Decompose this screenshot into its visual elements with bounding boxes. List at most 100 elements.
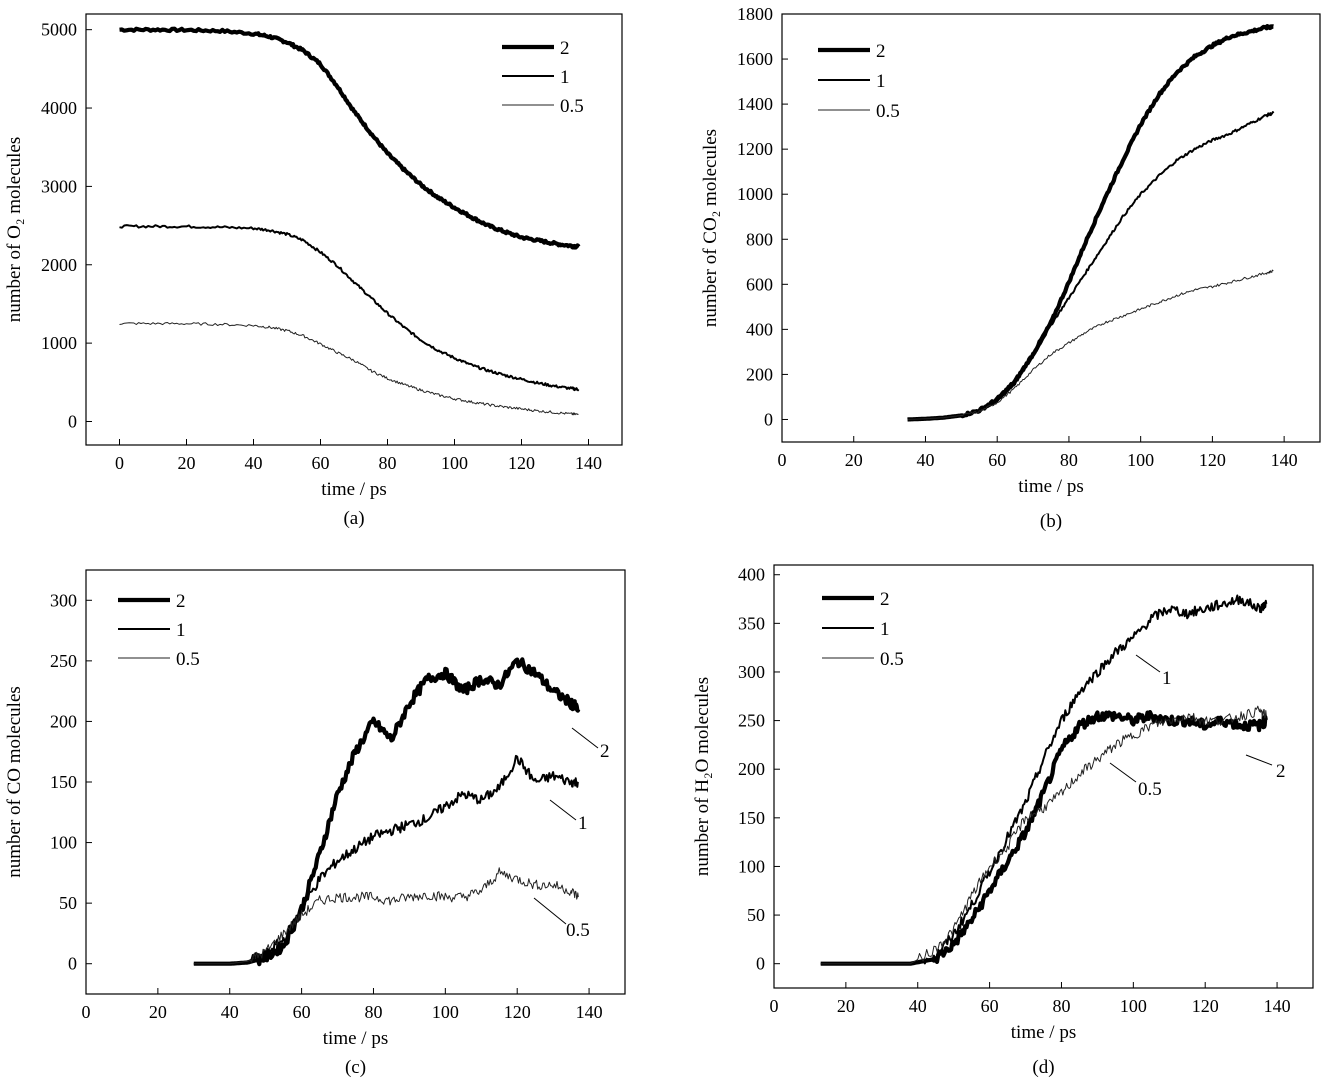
y-tick-label: 1400 [737, 94, 773, 114]
y-axis-label: number of H₂O molecules [692, 677, 713, 876]
y-tick-label: 150 [50, 772, 77, 792]
x-tick-label: 40 [916, 450, 934, 470]
y-tick-label: 400 [746, 319, 773, 339]
panel-a: 0 20 40 60 80 100 120 140 0 1000 2000 3000 4000 5000 t… [4, 13, 623, 529]
annotation-leader [1109, 762, 1137, 783]
annotation-label: 1 [578, 813, 588, 834]
panel-c: 0 20 40 60 80 100 120 140 0 50 100 150 200 250 300 time… [4, 569, 626, 1078]
x-tick-label: 40 [221, 1002, 239, 1022]
panel-label: (a) [343, 508, 364, 529]
y-tick-label: 100 [50, 833, 77, 853]
series-line-0.5 [119, 322, 579, 416]
series-line-2 [193, 657, 581, 967]
x-tick-label: 100 [1127, 450, 1154, 470]
legend-label: 1 [176, 620, 186, 641]
x-tick-label: 60 [981, 996, 999, 1016]
y-tick-label: 400 [738, 565, 765, 585]
y-tick-label: 250 [738, 711, 765, 731]
x-tick-label: 0 [770, 996, 779, 1016]
y-tick-label: 300 [50, 590, 77, 610]
x-tick-label: 140 [1264, 996, 1291, 1016]
panel-d: 0 20 40 60 80 100 120 140 0 50 100 150 200 250 300 350 4… [692, 564, 1314, 1078]
y-tick-label: 250 [50, 651, 77, 671]
y-tick-label: 800 [746, 229, 773, 249]
series-line-1 [820, 594, 1268, 965]
series-line-1 [907, 111, 1275, 421]
y-tick-label: 1800 [737, 4, 773, 24]
x-tick-label: 60 [988, 450, 1006, 470]
y-tick-label: 200 [50, 711, 77, 731]
y-tick-label: 4000 [41, 98, 77, 118]
series-line-2 [906, 24, 1275, 422]
series-line-0.5 [820, 705, 1267, 965]
y-tick-label: 1600 [737, 49, 773, 69]
x-tick-label: 20 [149, 1002, 167, 1022]
legend-label: 0.5 [880, 649, 904, 670]
legend-label: 2 [560, 38, 570, 59]
x-tick-label: 120 [1199, 450, 1226, 470]
plot-frame [773, 564, 1314, 989]
y-axis-label: number of CO₂ molecules [700, 129, 721, 327]
plot-frame [85, 569, 626, 995]
y-tick-label: 5000 [41, 20, 77, 40]
x-axis-label: time / ps [1018, 476, 1083, 497]
series-line-0.5 [907, 269, 1274, 420]
x-tick-label: 120 [1192, 996, 1219, 1016]
x-tick-label: 20 [837, 996, 855, 1016]
x-tick-label: 100 [441, 453, 468, 473]
x-tick-label: 80 [1060, 450, 1078, 470]
y-tick-label: 50 [747, 905, 765, 925]
y-tick-label: 150 [738, 808, 765, 828]
legend-label: 2 [876, 41, 886, 62]
legend-label: 0.5 [560, 96, 584, 117]
x-tick-label: 0 [115, 453, 124, 473]
y-tick-label: 300 [738, 662, 765, 682]
y-tick-label: 0 [68, 954, 77, 974]
x-axis-label: time / ps [323, 1028, 388, 1049]
legend-label: 0.5 [876, 101, 900, 122]
y-axis-label: number of CO molecules [4, 686, 25, 878]
legend-label: 1 [876, 71, 886, 92]
panel-b: 0 20 40 60 80 100 120 1400200400600800100012001… [700, 4, 1321, 532]
panel-label: (b) [1040, 511, 1062, 532]
legend-label: 1 [880, 619, 890, 640]
series-line-1 [119, 224, 580, 392]
annotation-label: 1 [1162, 668, 1172, 689]
annotation-leader [1245, 754, 1273, 766]
legend-label: 2 [880, 589, 890, 610]
annotation-leader [571, 727, 599, 749]
x-tick-label: 0 [778, 450, 787, 470]
y-tick-label: 600 [746, 274, 773, 294]
x-tick-label: 100 [1120, 996, 1147, 1016]
annotation-label: 0.5 [566, 920, 590, 941]
y-tick-label: 0 [764, 409, 773, 429]
annotation-label: 2 [600, 741, 610, 762]
x-tick-label: 0 [82, 1002, 91, 1022]
x-tick-label: 140 [575, 453, 602, 473]
panel-label: (c) [345, 1057, 366, 1078]
plot-frame [781, 13, 1321, 443]
x-tick-label: 40 [245, 453, 263, 473]
y-tick-label: 0 [756, 954, 765, 974]
x-tick-label: 140 [1271, 450, 1298, 470]
series-line-0.5 [193, 867, 579, 965]
x-tick-label: 80 [379, 453, 397, 473]
x-axis-label: time / ps [321, 479, 386, 500]
x-tick-label: 80 [1052, 996, 1070, 1016]
y-axis-label: number of O₂ molecules [4, 137, 25, 323]
y-tick-label: 2000 [41, 255, 77, 275]
annotation-label: 0.5 [1138, 779, 1162, 800]
y-tick-label: 1200 [737, 139, 773, 159]
legend-label: 2 [176, 591, 186, 612]
plot-frame [85, 13, 623, 446]
x-axis-label: time / ps [1011, 1022, 1076, 1043]
x-tick-label: 20 [845, 450, 863, 470]
y-tick-label: 100 [738, 856, 765, 876]
series-line-2 [119, 26, 581, 250]
x-tick-label: 100 [432, 1002, 459, 1022]
legend-label: 0.5 [176, 649, 200, 670]
y-tick-label: 3000 [41, 176, 77, 196]
series-line-1 [193, 754, 580, 965]
x-tick-label: 40 [909, 996, 927, 1016]
